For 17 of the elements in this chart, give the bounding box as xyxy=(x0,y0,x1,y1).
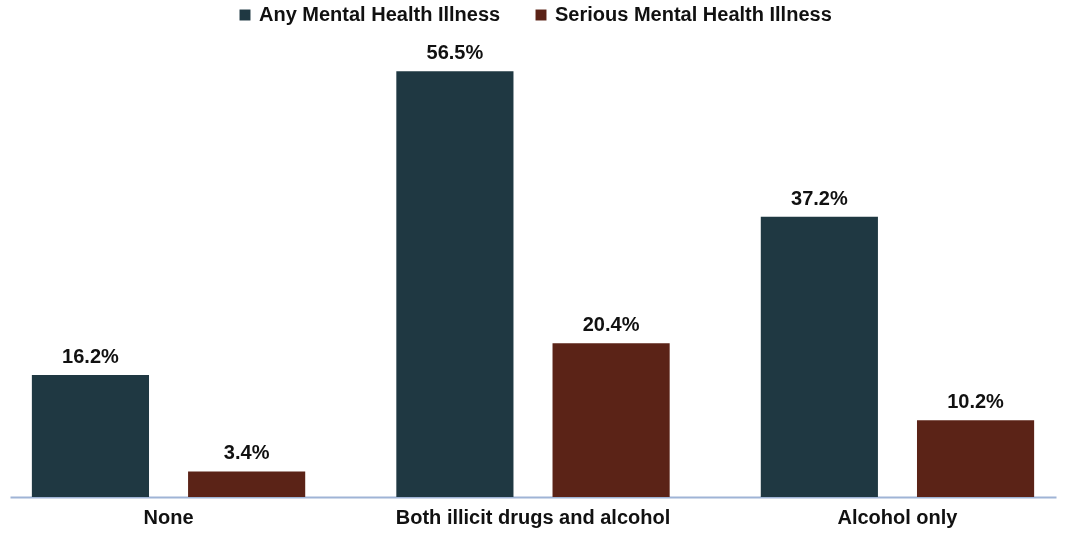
bar xyxy=(396,71,514,497)
legend-label: Any Mental Health Illness xyxy=(259,3,501,25)
data-label: 20.4% xyxy=(582,313,640,336)
bar xyxy=(188,471,306,497)
data-label: 10.2% xyxy=(947,390,1005,413)
x-tick-label: Alcohol only xyxy=(837,505,959,528)
data-label: 56.5% xyxy=(426,41,484,64)
data-label: 16.2% xyxy=(62,344,120,367)
x-tick-label: None xyxy=(143,505,194,528)
data-label: 37.2% xyxy=(791,186,848,209)
legend-label: Serious Mental Health Illness xyxy=(555,3,832,25)
bar xyxy=(916,420,1035,497)
bar xyxy=(552,343,670,497)
x-tick-label: Both illicit drugs and alcohol xyxy=(395,505,671,528)
bar xyxy=(760,216,878,497)
data-label: 3.4% xyxy=(223,441,270,464)
bar xyxy=(31,374,150,497)
